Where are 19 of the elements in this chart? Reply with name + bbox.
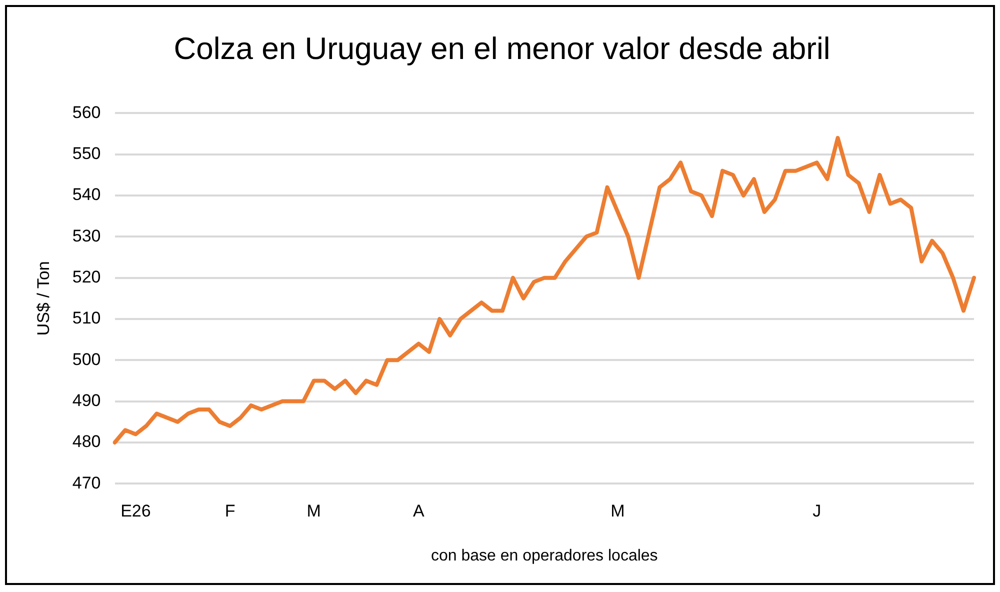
y-tick-label: 480 <box>72 432 101 452</box>
x-tick-label: F <box>224 501 236 520</box>
y-tick-label: 530 <box>72 226 101 246</box>
y-tick-label: 470 <box>72 473 101 492</box>
chart-title: Colza en Uruguay en el menor valor desde abril <box>174 31 830 66</box>
y-axis-title: US$ / Ton <box>34 261 53 336</box>
text: con base en operadores locales <box>430 547 658 564</box>
x-tick-label: M <box>610 501 625 520</box>
y-tick-label: 490 <box>72 390 101 410</box>
y-tick-label: 560 <box>72 102 101 122</box>
y-tick-label: 520 <box>72 268 101 287</box>
y-tick-label: 550 <box>72 144 101 164</box>
y-tick-label: 510 <box>72 308 101 328</box>
x-tick-label: A <box>412 501 425 520</box>
y-tick-label: 500 <box>72 350 101 369</box>
x-tick-label: M <box>306 501 321 520</box>
y-tick-label: 540 <box>72 185 101 204</box>
x-tick-label: J <box>812 501 822 520</box>
x-tick-label: E26 <box>120 501 151 520</box>
